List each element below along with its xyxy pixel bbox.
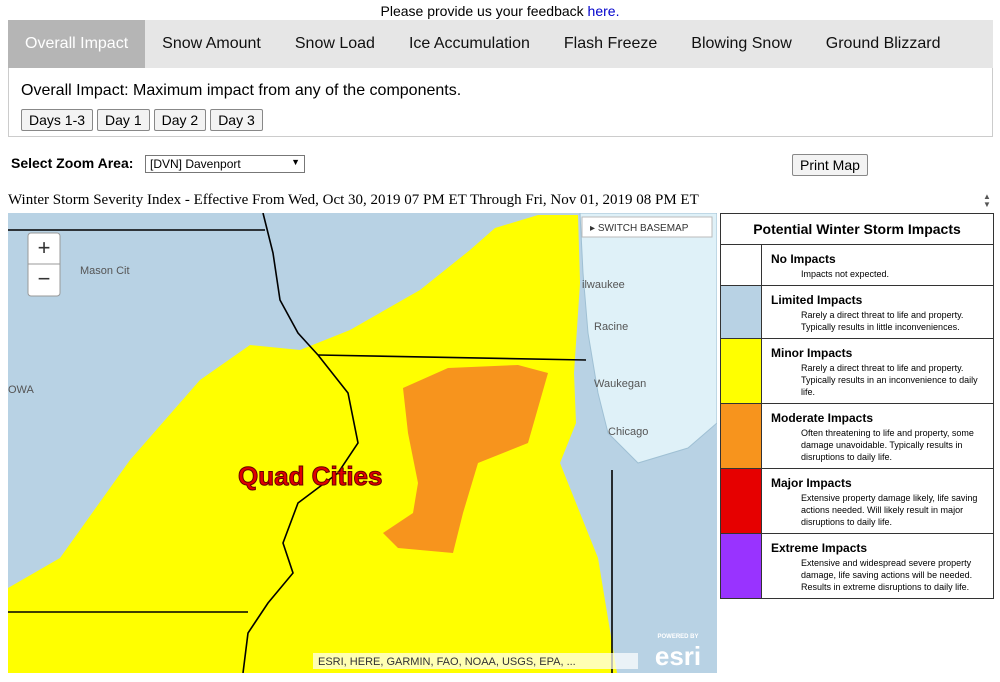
legend-entry: No Impacts Impacts not expected. (761, 244, 994, 286)
zoom-in[interactable]: + (38, 235, 51, 260)
legend-header-row: Potential Winter Storm Impacts (720, 213, 994, 245)
feedback-link[interactable]: here. (587, 3, 620, 19)
minor-impact-area (8, 215, 617, 673)
tab[interactable]: Ground Blizzard (825, 35, 941, 52)
moderate-impact-area (383, 365, 548, 553)
map-title: Winter Storm Severity Index - Effective … (8, 192, 699, 208)
legend-description: Extensive and widespread severe property… (801, 558, 973, 592)
legend-name: Major Impacts (771, 476, 852, 490)
day-button[interactable]: Day 1 (97, 109, 150, 131)
border (242, 354, 359, 673)
legend-swatch (720, 468, 762, 534)
map[interactable]: Mason Cit OWA ilwaukee Racine Waukegan C… (8, 213, 717, 673)
basemap-button[interactable] (581, 216, 713, 238)
legend-description: Rarely a direct threat to life and prope… (801, 310, 964, 332)
place-label: ilwaukee (582, 279, 625, 291)
legend-name: Limited Impacts (771, 293, 863, 307)
border (317, 354, 587, 361)
legend-description: Extensive property damage likely, life s… (801, 493, 978, 527)
legend-swatch (720, 338, 762, 404)
day-button[interactable]: Day 2 (153, 109, 207, 131)
legend-entry: Minor Impacts Rarely a direct threat to l… (761, 338, 994, 404)
legend-swatch (720, 244, 762, 286)
zoom-controls: + − (27, 232, 61, 297)
legend-swatch (720, 403, 762, 469)
zoom-out[interactable]: − (38, 266, 51, 291)
legend-description: Impacts not expected. (801, 269, 890, 279)
legend-row: Extreme Impacts Extensive and widespread … (720, 533, 994, 599)
logo-caption: POWERED BY (657, 634, 698, 640)
scroll-arrows[interactable]: ▲ ▼ (983, 192, 991, 209)
map-canvas: Mason Cit OWA ilwaukee Racine Waukegan C… (8, 213, 717, 673)
basemap-text: SWITCH BASEMAP (598, 223, 689, 234)
zoom-label: Select Zoom Area: (11, 155, 134, 171)
feedback-bar: Please provide us your feedback here. (0, 3, 1000, 19)
info-panel: Overall Impact: Maximum impact from any … (8, 68, 993, 137)
zoom-select[interactable]: [DVN] Davenport (145, 155, 305, 173)
tab[interactable]: Flash Freeze (563, 35, 658, 52)
legend-entry: Moderate Impacts Often threatening to lif… (761, 403, 994, 469)
legend: Potential Winter Storm Impacts No Impact… (720, 213, 994, 599)
place-label: OWA (8, 384, 35, 396)
tab[interactable]: Ice Accumulation (408, 35, 530, 52)
tab[interactable]: Snow Load (294, 35, 375, 52)
borders (8, 213, 613, 673)
place-labels: Mason Cit OWA ilwaukee Racine Waukegan C… (8, 265, 648, 438)
border (262, 213, 319, 356)
legend-entry: Extreme Impacts Extensive and widespread … (761, 533, 994, 599)
legend-name: Minor Impacts (771, 346, 853, 360)
place-label: Racine (594, 321, 628, 333)
legend-name: No Impacts (771, 252, 836, 266)
legend-row: Limited Impacts Rarely a direct threat to… (720, 285, 994, 339)
place-label: Waukegan (594, 378, 646, 390)
legend-name: Extreme Impacts (771, 541, 868, 555)
tab[interactable]: Overall Impact (8, 20, 146, 68)
day-buttons: Days 1-3 Day 1 Day 2 Day 3 (21, 109, 263, 131)
legend-description: Often threatening to life and property, … (801, 428, 974, 462)
tab-bar: Overall Impact Snow Amount Snow Load Ice Ac… (8, 20, 993, 68)
arrow: ▸ (590, 223, 598, 234)
place-label: Chicago (608, 426, 648, 438)
day-button[interactable]: Days 1-3 (21, 109, 94, 131)
legend-swatch (720, 533, 762, 599)
print-button[interactable]: Print Map (792, 154, 868, 176)
description: Overall Impact: Maximum impact from any … (21, 82, 462, 99)
legend-row: Moderate Impacts Often threatening to lif… (720, 403, 994, 469)
lake (579, 213, 717, 464)
attribution-bg (313, 653, 638, 669)
tab[interactable]: Blowing Snow (691, 35, 792, 52)
legend-entry: Limited Impacts Rarely a direct threat to… (761, 285, 994, 339)
legend-row: Minor Impacts Rarely a direct threat to l… (720, 338, 994, 404)
tab[interactable]: Snow Amount (162, 35, 261, 52)
legend-row: Major Impacts Extensive property damage l… (720, 468, 994, 534)
legend-name: Moderate Impacts (771, 411, 874, 425)
basemap-label[interactable]: ▸ SWITCH BASEMAP (590, 223, 689, 234)
legend-title: Potential Winter Storm Impacts (720, 213, 994, 245)
feedback-text: Please provide us your feedback (380, 3, 584, 19)
attribution: ESRI, HERE, GARMIN, FAO, NOAA, USGS, EPA… (318, 656, 576, 668)
legend-swatch (720, 285, 762, 339)
place-label: Mason Cit (80, 265, 130, 277)
highlight-label: Quad Cities (238, 461, 382, 491)
legend-entry: Major Impacts Extensive property damage l… (761, 468, 994, 534)
logo: esri (655, 641, 701, 671)
legend-description: Rarely a direct threat to life and prope… (801, 363, 978, 397)
day-button[interactable]: Day 3 (210, 109, 263, 131)
legend-row: No Impacts Impacts not expected. (720, 244, 994, 286)
